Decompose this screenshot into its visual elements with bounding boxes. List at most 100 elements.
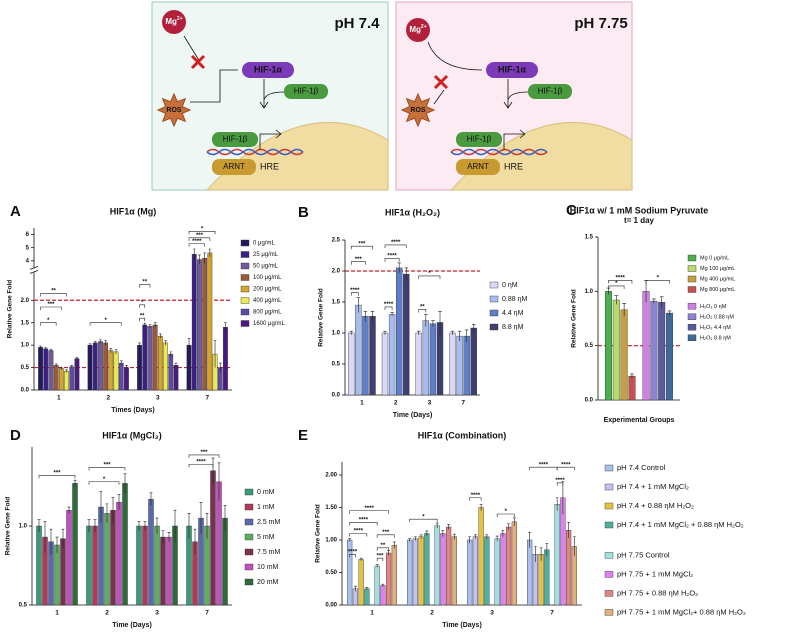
- bar: [168, 353, 174, 391]
- y-tick-label: 0.5: [21, 365, 30, 371]
- bar: [110, 510, 116, 606]
- error-bar: [70, 365, 74, 369]
- error-bar: [353, 585, 357, 592]
- bar: [369, 316, 376, 396]
- bar: [147, 326, 153, 391]
- panel-letter: E: [298, 427, 308, 444]
- arrow: [433, 89, 445, 105]
- bar: [412, 538, 418, 606]
- y-tick-label: 4: [26, 258, 30, 264]
- error-bar: [211, 457, 215, 484]
- bar: [484, 536, 490, 606]
- legend-swatch: [240, 297, 250, 304]
- y-axis-label: Relative Gene Fold: [318, 288, 325, 347]
- significance-label: *: [201, 226, 204, 232]
- legend-label: 5 mM: [257, 534, 275, 541]
- arnt-label: ARNT: [223, 162, 245, 171]
- error-bar: [67, 506, 71, 514]
- panel-letter: D: [10, 427, 21, 444]
- chart-title: HIF1α (Mg): [110, 206, 157, 216]
- error-bar: [104, 340, 107, 346]
- significance-bracket: [376, 547, 389, 551]
- bar: [362, 316, 369, 396]
- significance-label: ****: [471, 493, 481, 499]
- bar: [364, 588, 370, 606]
- error-bar: [381, 583, 385, 587]
- error-bar: [348, 538, 352, 542]
- significance-label: **: [140, 313, 145, 319]
- mg-label: Mg2+: [165, 16, 182, 26]
- chart-subtitle: t= 1 day: [624, 216, 655, 225]
- x-tick-label: 7: [205, 395, 209, 402]
- legend-label: 400 μg/mL: [253, 298, 282, 304]
- error-bar: [667, 310, 672, 316]
- x-tick-label: 7: [461, 400, 465, 407]
- legend-swatch: [244, 548, 254, 556]
- error-bar: [501, 529, 505, 537]
- x-tick-label: 7: [205, 610, 209, 617]
- significance-label: *: [505, 509, 508, 515]
- error-bar: [43, 520, 47, 553]
- legend-label: 0 ηM: [502, 282, 518, 289]
- chart-title: HIF1α w/ 1 mM Sodium Pyruvate: [570, 205, 709, 215]
- bar: [388, 314, 396, 396]
- error-bar: [392, 541, 396, 549]
- y-tick-label: 1.0: [585, 289, 594, 295]
- bar: [650, 300, 658, 401]
- significance-label: ****: [616, 276, 626, 282]
- ros-burst: [400, 92, 436, 128]
- bar: [424, 533, 430, 606]
- bar: [506, 526, 512, 606]
- legend-label: H₂O₂ 0.88 ηM: [700, 314, 734, 320]
- bar: [348, 332, 355, 396]
- error-bar: [438, 311, 442, 334]
- error-bar: [61, 528, 65, 549]
- error-bar: [567, 522, 571, 539]
- legend-swatch: [687, 313, 697, 320]
- significance-label: ****: [350, 288, 360, 294]
- error-bar: [471, 324, 476, 332]
- error-bar: [651, 298, 656, 304]
- significance-bracket: [418, 309, 427, 313]
- y-tick-label: 1.0: [21, 343, 30, 349]
- error-bar: [199, 502, 203, 534]
- y-tick-label: 0.5: [585, 343, 594, 349]
- error-bar: [44, 347, 48, 351]
- significance-bracket: [349, 522, 378, 526]
- arrow: [259, 79, 285, 109]
- nuc-hif1b-label: HIF-1β: [223, 135, 248, 144]
- bar: [191, 254, 197, 391]
- y-axis-label: Relative Gene Fold: [5, 497, 12, 556]
- bar: [197, 259, 202, 391]
- significance-label: ****: [539, 462, 549, 468]
- dna: [450, 148, 548, 156]
- error-bar: [138, 342, 141, 348]
- significance-bracket: [556, 466, 575, 471]
- mg-ion: [162, 10, 186, 34]
- y-tick-label: 1.5: [21, 320, 30, 326]
- error-bar: [55, 536, 59, 553]
- legend-swatch: [687, 254, 697, 262]
- error-bar: [441, 529, 445, 537]
- x-tick-label: 1: [370, 610, 374, 617]
- arrow: [503, 79, 529, 109]
- bar: [478, 507, 484, 606]
- bar: [210, 470, 216, 606]
- y-tick-label: 1.50: [325, 505, 337, 511]
- bar: [642, 291, 650, 401]
- significance-bracket: [188, 464, 214, 468]
- mg-charge: 2+: [177, 16, 183, 22]
- inhibit-x: [433, 74, 449, 90]
- x-tick-label: 3: [490, 610, 494, 617]
- significance-label: ****: [364, 506, 374, 512]
- bar: [36, 525, 42, 606]
- bar: [66, 510, 72, 606]
- error-bar: [349, 330, 354, 335]
- significance-label: **: [51, 289, 56, 295]
- significance-label: *: [657, 276, 660, 282]
- legend-swatch: [604, 552, 614, 559]
- x-tick-label: 2: [106, 395, 110, 402]
- bar: [415, 332, 422, 396]
- legend-swatch: [240, 320, 250, 327]
- bar: [87, 344, 93, 391]
